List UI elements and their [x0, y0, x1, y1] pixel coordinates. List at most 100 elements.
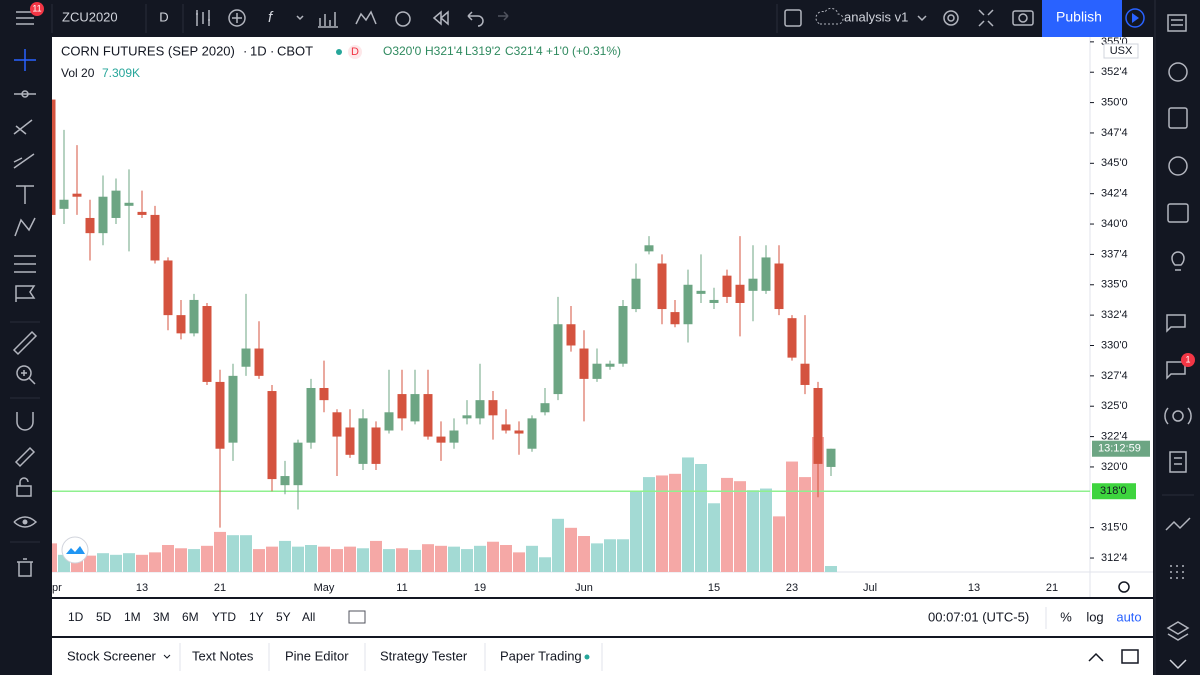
range-button[interactable]: 1Y — [249, 610, 264, 624]
trend-tool[interactable] — [13, 119, 33, 135]
zoom-tool[interactable] — [16, 365, 32, 381]
candle-body — [774, 263, 784, 310]
bottom-tab[interactable]: Pine Editor — [285, 648, 349, 663]
volume-bar — [591, 543, 603, 572]
candle-body — [306, 387, 316, 443]
compare-icon[interactable] — [228, 9, 246, 27]
candle-body — [332, 412, 342, 437]
range-button[interactable]: 6M — [182, 610, 199, 624]
range-button[interactable]: 1M — [124, 610, 141, 624]
alerts-icon[interactable] — [1168, 62, 1188, 82]
settings-icon[interactable] — [943, 10, 959, 26]
undo-icon[interactable] — [467, 11, 484, 27]
candle-body — [748, 278, 758, 291]
restore-panel[interactable] — [1121, 649, 1139, 664]
candle-body — [52, 99, 56, 215]
trading-icon[interactable] — [1165, 517, 1191, 531]
snapshot-icon[interactable] — [1012, 10, 1034, 26]
trash-tool[interactable] — [17, 558, 33, 577]
candle-body — [267, 391, 277, 480]
publish-label[interactable]: Publish — [1056, 9, 1102, 25]
volume-bar — [292, 546, 304, 572]
y-tick-label: 332'4 — [1101, 309, 1128, 321]
eye-tool[interactable] — [13, 516, 38, 528]
data-window-icon[interactable] — [1168, 107, 1188, 129]
ideas-icon[interactable] — [1171, 251, 1185, 271]
volume-bar — [539, 557, 551, 572]
volume-bar — [201, 545, 213, 572]
magnet-tool[interactable] — [16, 412, 34, 431]
candle-body — [293, 442, 303, 486]
percent-toggle[interactable]: % — [1060, 609, 1072, 624]
bottom-tab[interactable]: Stock Screener — [67, 648, 157, 663]
axis-settings[interactable] — [1118, 581, 1130, 593]
bottom-tab[interactable]: Strategy Tester — [380, 648, 468, 663]
range-button[interactable]: 5D — [96, 610, 112, 624]
dropdown[interactable] — [296, 15, 304, 21]
x-tick-label: Jun — [575, 582, 593, 594]
bottom-tab[interactable]: Paper Trading — [500, 648, 582, 663]
dropdown[interactable] — [917, 15, 927, 22]
log-toggle[interactable]: log — [1086, 609, 1103, 624]
hotlists-icon[interactable] — [1168, 156, 1188, 176]
y-tick-label: 352'4 — [1101, 66, 1128, 78]
templates-icon[interactable] — [355, 10, 377, 25]
badge — [1181, 353, 1195, 367]
candle-body — [384, 412, 394, 431]
prediction-tool[interactable] — [14, 255, 36, 273]
replay-icon[interactable] — [432, 10, 449, 26]
streams-icon[interactable] — [1172, 410, 1184, 422]
text-tool[interactable] — [16, 185, 34, 204]
bottom-tab[interactable]: Text Notes — [192, 648, 254, 663]
volume-bar — [747, 490, 759, 572]
range-button[interactable]: 5Y — [276, 610, 291, 624]
logo[interactable] — [61, 536, 89, 564]
range-button[interactable]: All — [302, 610, 315, 624]
lock-drawing-tool[interactable] — [14, 446, 36, 468]
symbol[interactable]: ZCU2020 — [62, 9, 118, 24]
watchlist-icon[interactable] — [1167, 14, 1187, 32]
notifications-icon[interactable] — [1169, 451, 1187, 473]
layers-icon[interactable] — [1166, 621, 1190, 641]
top-toolbar: 11 ZCU2020 D f analysis v1 Publish — [16, 0, 1145, 37]
brush-tool[interactable] — [13, 153, 35, 169]
volume-bar — [617, 539, 629, 572]
range-button[interactable]: 3M — [153, 610, 170, 624]
chats-icon[interactable] — [1166, 314, 1186, 333]
calendar-icon[interactable] — [1167, 203, 1189, 223]
collapse-icon[interactable] — [1169, 659, 1187, 670]
maximize-panel[interactable] — [1088, 652, 1104, 662]
lock-tool[interactable] — [16, 485, 32, 497]
range-button[interactable]: YTD — [212, 610, 236, 624]
volume-bar — [721, 477, 733, 572]
redo-icon[interactable] — [498, 11, 509, 21]
dom-icon[interactable] — [1170, 565, 1184, 579]
chart-type-icon[interactable] — [196, 10, 210, 26]
volume-bar — [253, 549, 265, 572]
dropdown[interactable] — [163, 654, 171, 659]
pattern-tool[interactable] — [14, 217, 36, 237]
range-button[interactable]: 1D — [68, 610, 84, 624]
volume-bar — [695, 464, 707, 572]
layout-name[interactable]: analysis v1 — [844, 9, 908, 24]
stream-button[interactable] — [1125, 8, 1145, 28]
interval[interactable]: D — [159, 9, 168, 24]
publish-button[interactable] — [1042, 0, 1122, 37]
indicators-icon[interactable]: f — [268, 9, 274, 26]
flag-tool[interactable] — [15, 285, 36, 302]
y-tick-label: 322'4 — [1101, 430, 1128, 442]
volume-bar — [760, 488, 772, 572]
candle-body — [657, 263, 667, 310]
x-tick-label: 21 — [1046, 582, 1058, 594]
fullscreen-toggle[interactable] — [784, 9, 802, 27]
alert-icon[interactable] — [395, 11, 411, 27]
date-range-icon[interactable] — [348, 610, 366, 624]
auto-toggle[interactable]: auto — [1116, 609, 1141, 624]
expand-icon[interactable] — [978, 9, 994, 27]
crosshair-tool[interactable] — [14, 49, 36, 71]
financials-icon[interactable] — [318, 12, 338, 28]
ruler-tool[interactable] — [12, 330, 38, 356]
y-tick-label: 320'0 — [1101, 461, 1128, 473]
volume-value: 7.309K — [102, 66, 140, 80]
